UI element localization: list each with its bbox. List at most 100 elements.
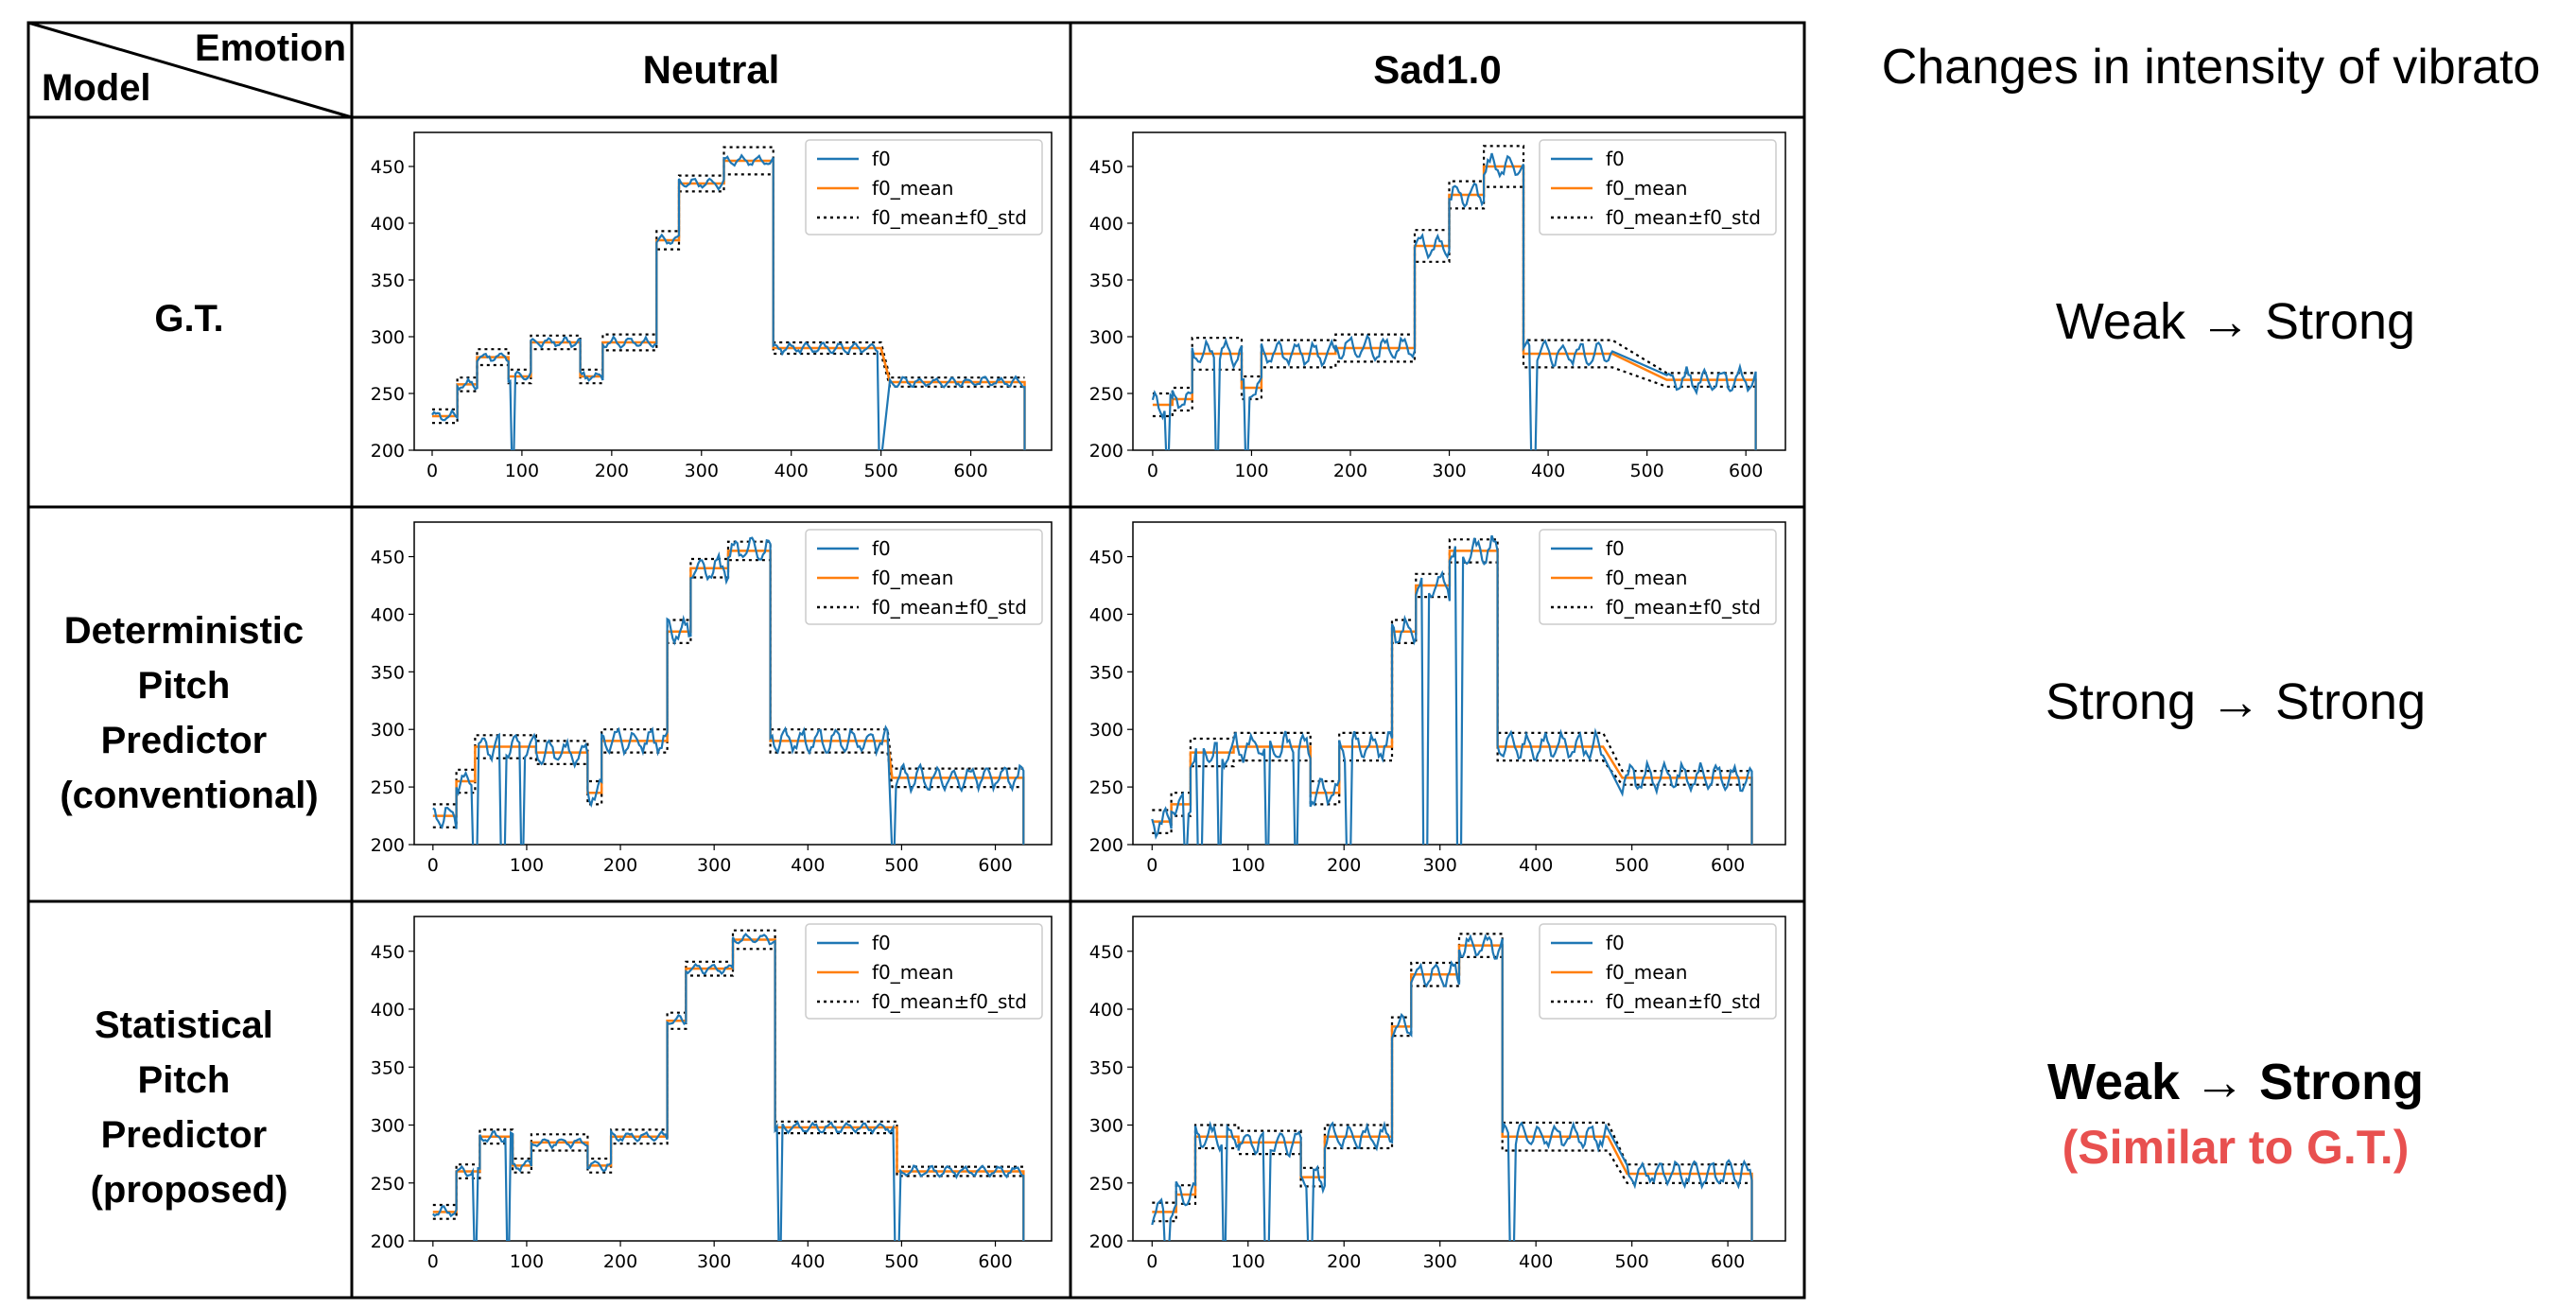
- y-tick-label: 450: [1089, 942, 1123, 963]
- legend-f0-mean-label: f0_mean: [1606, 567, 1687, 589]
- comment-deterministic: Strong → Strong: [2045, 673, 2426, 730]
- x-tick-label: 500: [1615, 1251, 1649, 1272]
- y-tick-label: 400: [1089, 214, 1123, 235]
- x-tick-label: 200: [1327, 855, 1361, 876]
- y-tick-label: 400: [371, 214, 405, 235]
- legend: f0 f0_mean f0_mean±f0_std: [805, 529, 1043, 625]
- legend-f0-std-label: f0_mean±f0_std: [872, 596, 1027, 619]
- y-tick-label: 250: [1089, 1174, 1123, 1195]
- legend: f0 f0_mean f0_mean±f0_std: [1539, 529, 1777, 625]
- legend: f0 f0_mean f0_mean±f0_std: [1539, 923, 1777, 1020]
- legend-f0-mean-label: f0_mean: [1606, 961, 1687, 984]
- legend-f0-label: f0: [1606, 932, 1625, 954]
- y-tick-label: 200: [371, 1231, 405, 1252]
- table-frame: [26, 21, 1806, 1300]
- corner-model-label: Model: [42, 67, 151, 109]
- x-tick-label: 500: [884, 1251, 918, 1272]
- plot-series: [432, 929, 1025, 1241]
- row-label-statistical-line-3: Predictor: [101, 1114, 268, 1156]
- x-tick-label: 0: [1147, 461, 1158, 481]
- legend-f0-mean-label: f0_mean: [872, 961, 953, 984]
- x-tick-label: 100: [510, 855, 544, 876]
- f0-mean-line: [432, 550, 1025, 845]
- legend-f0-label: f0: [1606, 148, 1625, 170]
- f0-mean-line: [432, 159, 1026, 450]
- x-tick-label: 100: [1231, 855, 1265, 876]
- x-tick-label: 100: [1234, 461, 1268, 481]
- y-tick-label: 300: [371, 327, 405, 348]
- legend-f0-std-label: f0_mean±f0_std: [872, 990, 1027, 1013]
- std-upper-line: [432, 146, 1025, 410]
- y-tick-label: 450: [1089, 548, 1123, 568]
- row-label-deterministic: Deterministic Pitch Predictor (conventio…: [60, 610, 318, 816]
- y-tick-label: 300: [1089, 1116, 1123, 1137]
- legend-box: [805, 139, 1043, 236]
- row-label-statistical-line-4: (proposed): [91, 1169, 288, 1211]
- corner-emotion-label: Emotion: [195, 27, 346, 69]
- y-tick-label: 200: [371, 441, 405, 462]
- y-tick-label: 400: [1089, 1000, 1123, 1021]
- y-tick-label: 300: [1089, 327, 1123, 348]
- vibrato-header: Changes in intensity of vibrato: [1882, 40, 2541, 95]
- x-tick-label: 400: [1519, 1251, 1553, 1272]
- y-tick-label: 250: [371, 1174, 405, 1195]
- x-tick-label: 500: [884, 855, 918, 876]
- legend-f0-mean-label: f0_mean: [1606, 177, 1687, 200]
- x-tick-label: 0: [1146, 855, 1157, 876]
- legend-f0-mean-label: f0_mean: [872, 177, 953, 200]
- x-tick-label: 600: [1711, 855, 1745, 876]
- y-tick-label: 350: [1089, 662, 1123, 683]
- x-tick-label: 500: [864, 461, 898, 481]
- y-tick-label: 200: [1089, 835, 1123, 856]
- legend-f0-label: f0: [872, 148, 891, 170]
- x-tick-label: 400: [775, 461, 809, 481]
- plot-series: [432, 536, 1025, 845]
- f0-line: [431, 153, 1026, 450]
- y-tick-label: 300: [371, 720, 405, 741]
- y-tick-label: 250: [371, 777, 405, 798]
- f0-line: [1151, 534, 1753, 845]
- row-label-statistical-line-1: Statistical: [95, 1004, 273, 1046]
- x-tick-label: 400: [1531, 461, 1565, 481]
- legend-f0-mean-label: f0_mean: [872, 567, 953, 589]
- x-tick-label: 600: [953, 461, 987, 481]
- legend-f0-std-label: f0_mean±f0_std: [1606, 206, 1761, 229]
- comment-statistical-sub: (Similar to G.T.): [2063, 1121, 2410, 1174]
- x-tick-label: 0: [427, 1251, 439, 1272]
- plot-series: [431, 146, 1026, 450]
- y-tick-label: 350: [371, 271, 405, 291]
- x-tick-label: 300: [685, 461, 719, 481]
- y-tick-label: 250: [1089, 384, 1123, 405]
- plot-series: [1151, 933, 1753, 1241]
- x-tick-label: 0: [427, 855, 439, 876]
- legend-f0-std-label: f0_mean±f0_std: [1606, 596, 1761, 619]
- row-label-deterministic-line-2: Pitch: [138, 665, 231, 707]
- x-tick-label: 300: [1423, 855, 1457, 876]
- row-label-statistical: Statistical Pitch Predictor (proposed): [91, 1004, 288, 1211]
- x-tick-label: 500: [1615, 855, 1649, 876]
- legend-box: [805, 923, 1043, 1020]
- row-label-gt: G.T.: [154, 298, 223, 340]
- std-upper-line: [1152, 145, 1756, 395]
- y-tick-label: 400: [1089, 604, 1123, 625]
- x-tick-label: 600: [1729, 461, 1763, 481]
- row-label-deterministic-line-1: Deterministic: [64, 610, 304, 652]
- y-tick-label: 400: [371, 1000, 405, 1021]
- legend: f0 f0_mean f0_mean±f0_std: [1539, 139, 1777, 236]
- x-tick-label: 400: [1519, 855, 1553, 876]
- x-tick-label: 0: [1146, 1251, 1157, 1272]
- legend-f0-std-label: f0_mean±f0_std: [1606, 990, 1761, 1013]
- y-tick-label: 350: [371, 1057, 405, 1078]
- y-tick-label: 300: [371, 1116, 405, 1137]
- y-tick-label: 400: [371, 604, 405, 625]
- y-tick-label: 350: [1089, 271, 1123, 291]
- y-tick-label: 350: [1089, 1057, 1123, 1078]
- legend-box: [1539, 139, 1777, 236]
